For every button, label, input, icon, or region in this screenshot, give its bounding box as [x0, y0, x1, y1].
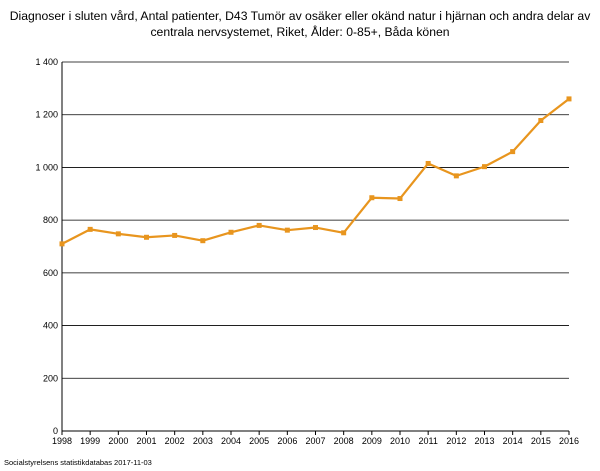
x-tick-label: 2001	[136, 436, 156, 446]
x-tick-label: 2012	[446, 436, 466, 446]
data-point	[59, 241, 65, 247]
x-tick-label: 2000	[108, 436, 128, 446]
chart-title-line-1: Diagnoser i sluten vård, Antal patienter…	[10, 9, 592, 23]
data-point	[369, 195, 375, 201]
x-tick-label: 2008	[334, 436, 354, 446]
data-point	[172, 232, 178, 238]
y-tick-label: 200	[43, 373, 58, 383]
source-note: Socialstyrelsens statistikdatabas 2017-1…	[4, 458, 152, 467]
x-tick-label: 2014	[503, 436, 523, 446]
x-tick-label: 2010	[390, 436, 410, 446]
axes	[61, 62, 569, 432]
x-tick-label: 2002	[165, 436, 185, 446]
data-point	[425, 160, 431, 166]
data-point	[538, 118, 544, 124]
x-tick-label: 2011	[418, 436, 437, 446]
y-tick-label: 600	[43, 268, 58, 278]
x-tick-label: 2016	[559, 436, 579, 446]
grid-lines	[62, 61, 569, 379]
x-tick-label: 2004	[221, 436, 241, 446]
x-tick-label: 2007	[305, 436, 325, 446]
series-line-path	[61, 98, 570, 245]
y-tick-label: 0	[53, 426, 58, 436]
data-point	[284, 227, 290, 233]
x-tick-label: 2003	[193, 436, 213, 446]
x-tick-label: 2009	[362, 436, 382, 446]
x-tick-label: 2005	[249, 436, 269, 446]
chart-title-line-2: centrala nervsystemet, Riket, Ålder: 0-8…	[150, 24, 449, 39]
series-line	[61, 98, 570, 245]
data-point	[453, 173, 459, 179]
x-tick-label: 1999	[80, 436, 100, 446]
x-tick-label: 2006	[277, 436, 297, 446]
y-tick-label: 800	[43, 215, 58, 225]
data-point	[397, 196, 403, 202]
y-tick-label: 400	[43, 321, 58, 331]
data-point	[200, 238, 206, 244]
data-point	[566, 96, 572, 102]
data-point	[144, 234, 149, 240]
series-points	[59, 96, 572, 247]
data-point	[87, 226, 93, 232]
data-point	[482, 164, 487, 170]
x-tick-label: 2015	[531, 436, 551, 446]
data-point	[510, 149, 516, 155]
y-tick-label: 1 000	[35, 162, 58, 172]
data-point	[115, 231, 121, 237]
x-tick-label: 1998	[52, 436, 72, 446]
x-tick-label: 2013	[474, 436, 494, 446]
x-axis-ticks: 1998 1999 2000 2001 2002 2003 2004 2005 2006 2007…	[52, 431, 579, 446]
data-point	[228, 229, 234, 235]
y-tick-label: 1 200	[35, 110, 58, 120]
data-point	[341, 230, 347, 236]
data-point	[313, 225, 318, 231]
y-axis-ticks: 0 200 400 600 800 1 000 1 200 1 400	[35, 57, 58, 436]
data-point	[256, 222, 262, 228]
y-tick-label: 1 400	[35, 57, 58, 67]
